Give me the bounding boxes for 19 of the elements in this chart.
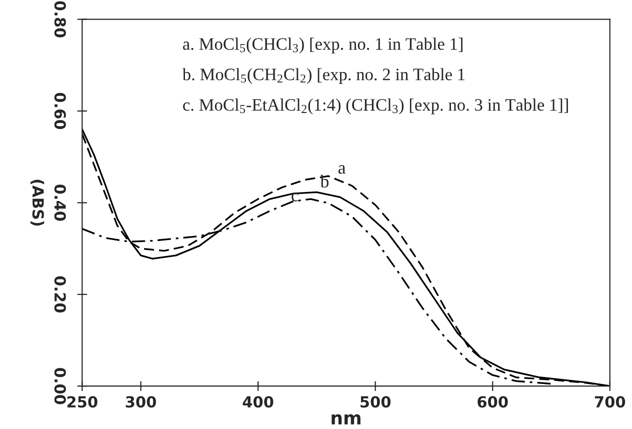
x-tick-label: 600 [478,396,508,408]
annotation: c [292,192,298,202]
x-tick-label: 700 [594,396,626,408]
annotation: b [320,174,329,188]
annotation: b. MoCl$_{5}$(CH$_{2}$Cl$_{2}$) [exp. no. 2 in Table 1 [182,68,465,84]
y-tick-label: 0.20 [54,276,66,313]
annotation: c. MoCl$_{5}$-EtAlCl$_{2}$(1:4) (CHCl$_{3}$) [exp. no. 3 in Table 1]] [183,98,568,114]
x-tick-label: 300 [126,396,156,408]
x-tick-label: 500 [360,396,391,408]
y-tick-label: 0.80 [54,1,66,38]
annotation: a. MoCl$_{5}$(CHCl$_{3}$) [exp. no. 1 in Table 1] [183,38,462,54]
y-axis-title: (ABS) [30,180,44,226]
x-tick-label: 400 [242,396,274,408]
y-tick-label: 0.40 [54,184,66,221]
x-tick-label: 250 [67,396,98,408]
x-axis-title: nm [332,414,360,424]
y-tick-label: 0.60 [54,92,66,130]
annotation: a [338,165,346,174]
y-tick-label: 0.00 [54,368,66,404]
